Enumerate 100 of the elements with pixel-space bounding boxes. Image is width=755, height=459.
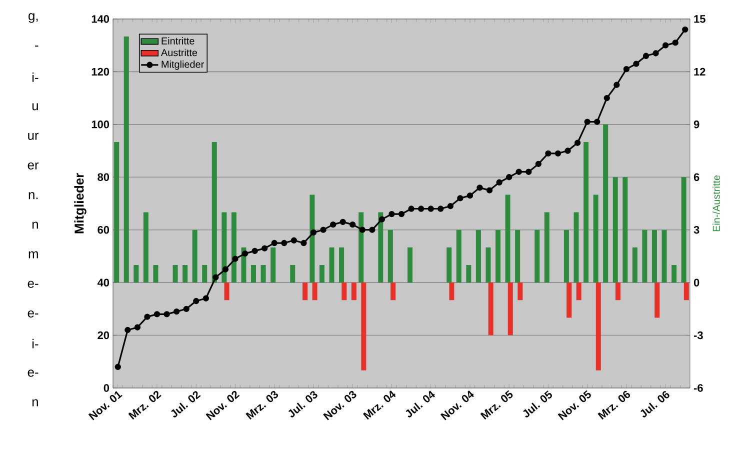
point: [378, 216, 386, 222]
point: [212, 274, 219, 280]
bar: [310, 194, 315, 283]
x-tick-label: Jul. 06: [640, 391, 670, 418]
point: [222, 266, 229, 272]
legend-label: Mitglieder: [162, 60, 204, 70]
x-tick-label: Mrz. 03: [246, 390, 278, 420]
point: [466, 192, 474, 199]
point: [114, 364, 121, 370]
text: n: [32, 399, 38, 406]
x-tick-label: Nov. 05: [558, 390, 591, 420]
point: [300, 240, 307, 246]
bar: [388, 230, 393, 283]
point: [574, 140, 581, 146]
bar: [632, 247, 638, 283]
point: [584, 118, 590, 125]
point: [124, 326, 131, 334]
x-tick-label: Nov. 04: [440, 390, 474, 420]
point: [682, 26, 688, 33]
point: [642, 52, 650, 59]
point: [486, 187, 493, 194]
point: [350, 221, 356, 228]
bar: [596, 282, 601, 370]
bar: [574, 212, 579, 283]
bar: [342, 282, 347, 300]
x-tick-label: Nov. 03: [323, 390, 356, 420]
bar: [505, 194, 510, 283]
point: [359, 226, 366, 233]
text: g,: [28, 13, 38, 23]
y-tick-label: 120: [92, 68, 110, 76]
bar: [351, 282, 356, 300]
bar: [496, 230, 501, 283]
y2-tick-label: 6: [694, 173, 700, 182]
bar: [456, 230, 462, 283]
bar: [534, 230, 540, 283]
point: [594, 118, 600, 125]
point: [154, 311, 160, 318]
point: [262, 245, 268, 252]
point: [271, 240, 278, 246]
bar: [270, 247, 276, 283]
point: [447, 203, 454, 210]
y2-tick-label: 12: [694, 68, 706, 76]
bar: [584, 142, 589, 283]
bar: [488, 282, 494, 336]
bar: [446, 247, 452, 283]
bar: [182, 264, 188, 283]
bar: [358, 212, 364, 283]
x-tick-label: Jul. 04: [406, 390, 435, 418]
bar: [124, 36, 129, 283]
point: [144, 314, 150, 320]
bar: [515, 230, 520, 283]
bar: [153, 264, 158, 283]
point: [526, 168, 532, 175]
point: [476, 184, 483, 191]
bar: [134, 264, 139, 283]
y-tick-label: 100: [92, 120, 110, 128]
y2-tick-label: -6: [694, 384, 703, 392]
bar: [672, 264, 677, 283]
point: [614, 82, 620, 88]
text: e-: [28, 280, 38, 288]
point: [398, 210, 405, 218]
bar: [192, 230, 198, 283]
x-tick-label: Jul. 05: [523, 390, 552, 418]
y2-tick-label: 15: [694, 15, 706, 23]
point: [623, 66, 630, 72]
point: [633, 60, 640, 67]
y2-tick-label: 3: [694, 226, 700, 234]
point: [428, 206, 434, 212]
point: [320, 226, 326, 233]
bar: [251, 264, 256, 283]
bar: [615, 282, 620, 300]
bar: [302, 282, 308, 300]
bar: [508, 282, 513, 336]
bar: [603, 124, 608, 283]
bar: [449, 282, 454, 300]
point: [242, 250, 248, 257]
y-tick-label: 80: [98, 173, 110, 182]
y2-tick-label: 0: [694, 278, 700, 286]
point: [652, 50, 659, 56]
point: [134, 324, 141, 330]
bar: [312, 282, 318, 300]
x-tick-label: Nov. 01: [88, 391, 122, 420]
bar: [486, 247, 491, 283]
bar: [466, 264, 472, 283]
point: [193, 298, 200, 304]
point: [369, 226, 376, 233]
bar: [407, 247, 412, 283]
bar: [566, 282, 572, 318]
bar: [476, 230, 481, 283]
bar: [652, 230, 657, 283]
x-tick-label: Jul. 02: [171, 391, 201, 418]
bar: [622, 177, 628, 283]
x-tick-label: Mrz. 04: [362, 390, 396, 420]
text: e-: [28, 370, 38, 377]
bar: [662, 230, 667, 283]
bar: [518, 282, 523, 300]
text: i-: [32, 338, 38, 348]
point: [506, 174, 512, 180]
bar: [642, 230, 648, 283]
bar: [361, 282, 366, 370]
